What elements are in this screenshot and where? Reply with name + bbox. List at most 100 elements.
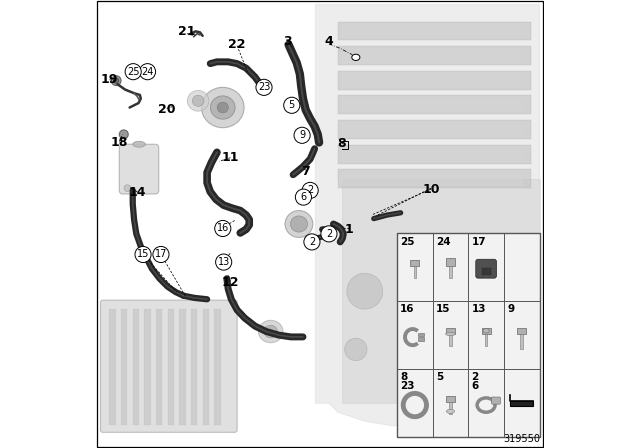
Bar — [342, 172, 522, 186]
Bar — [449, 402, 452, 414]
FancyBboxPatch shape — [476, 259, 497, 278]
Text: 3: 3 — [284, 34, 292, 48]
Text: 15: 15 — [436, 305, 451, 314]
Text: 2: 2 — [309, 237, 315, 247]
Text: 5: 5 — [289, 100, 295, 110]
Circle shape — [214, 220, 231, 237]
Circle shape — [216, 254, 232, 270]
Text: 19: 19 — [100, 73, 118, 86]
Text: 17: 17 — [472, 237, 486, 246]
Bar — [449, 334, 452, 346]
Bar — [179, 309, 186, 425]
Text: 14: 14 — [129, 186, 146, 199]
Text: 13: 13 — [218, 257, 230, 267]
Bar — [338, 120, 531, 139]
Ellipse shape — [445, 332, 456, 336]
Ellipse shape — [211, 96, 235, 119]
Circle shape — [153, 246, 169, 263]
Bar — [342, 49, 522, 63]
Bar — [342, 74, 522, 87]
Ellipse shape — [119, 130, 128, 139]
Text: 25: 25 — [127, 67, 140, 77]
Text: 16: 16 — [217, 224, 229, 233]
Text: 2: 2 — [326, 229, 332, 239]
Text: 9: 9 — [299, 130, 305, 140]
Text: 25: 25 — [400, 237, 415, 246]
Circle shape — [294, 127, 310, 143]
Text: 22: 22 — [228, 38, 246, 52]
Bar — [447, 258, 454, 266]
Circle shape — [302, 182, 318, 198]
Ellipse shape — [344, 338, 367, 361]
Ellipse shape — [259, 320, 283, 343]
Polygon shape — [510, 401, 533, 406]
Ellipse shape — [352, 54, 360, 60]
Bar — [214, 309, 221, 425]
Ellipse shape — [217, 102, 228, 113]
Text: 15: 15 — [137, 250, 149, 259]
Bar — [418, 332, 424, 336]
Text: 20: 20 — [158, 103, 175, 116]
Bar — [338, 71, 531, 90]
Text: 2: 2 — [307, 185, 313, 195]
Bar — [449, 266, 452, 278]
Bar — [168, 309, 174, 425]
Text: 10: 10 — [422, 182, 440, 196]
Bar — [446, 396, 455, 402]
Bar — [517, 328, 526, 334]
Text: 11: 11 — [221, 151, 239, 164]
Ellipse shape — [192, 95, 204, 107]
Bar — [342, 123, 522, 137]
Bar — [156, 309, 163, 425]
Bar — [418, 337, 424, 340]
Bar — [397, 233, 540, 437]
Circle shape — [295, 189, 312, 205]
Circle shape — [135, 246, 151, 263]
FancyBboxPatch shape — [492, 397, 500, 404]
Circle shape — [321, 226, 337, 242]
Ellipse shape — [264, 325, 278, 338]
Ellipse shape — [132, 141, 145, 147]
Circle shape — [140, 64, 156, 80]
Ellipse shape — [405, 345, 432, 372]
Bar — [342, 25, 522, 38]
Ellipse shape — [113, 78, 119, 83]
Text: 24: 24 — [141, 67, 154, 77]
Circle shape — [125, 64, 141, 80]
FancyBboxPatch shape — [119, 144, 159, 194]
Bar — [338, 169, 531, 188]
Bar — [413, 266, 416, 278]
Text: 12: 12 — [221, 276, 239, 289]
Ellipse shape — [202, 87, 244, 128]
Bar — [342, 179, 540, 403]
Circle shape — [304, 234, 320, 250]
Bar — [109, 309, 116, 425]
Ellipse shape — [111, 76, 121, 86]
Text: 2: 2 — [472, 372, 479, 383]
Bar — [145, 309, 150, 425]
FancyBboxPatch shape — [100, 300, 237, 432]
Ellipse shape — [291, 216, 307, 232]
Ellipse shape — [347, 273, 383, 309]
Bar — [484, 334, 488, 346]
Bar — [520, 334, 523, 349]
Bar — [203, 309, 209, 425]
Ellipse shape — [447, 409, 454, 414]
Bar — [410, 260, 419, 266]
Bar — [338, 46, 531, 65]
Bar — [342, 99, 522, 112]
Bar — [338, 145, 531, 164]
Bar — [482, 328, 491, 334]
Ellipse shape — [285, 211, 313, 237]
Circle shape — [256, 79, 272, 95]
Ellipse shape — [483, 329, 489, 333]
Ellipse shape — [124, 185, 131, 192]
Text: 319550: 319550 — [503, 434, 540, 444]
Bar — [191, 309, 197, 425]
Text: 21: 21 — [178, 25, 196, 38]
Circle shape — [284, 97, 300, 113]
Text: 7: 7 — [301, 164, 310, 178]
Ellipse shape — [188, 90, 209, 111]
Text: 23: 23 — [400, 381, 415, 392]
Text: 17: 17 — [155, 250, 167, 259]
